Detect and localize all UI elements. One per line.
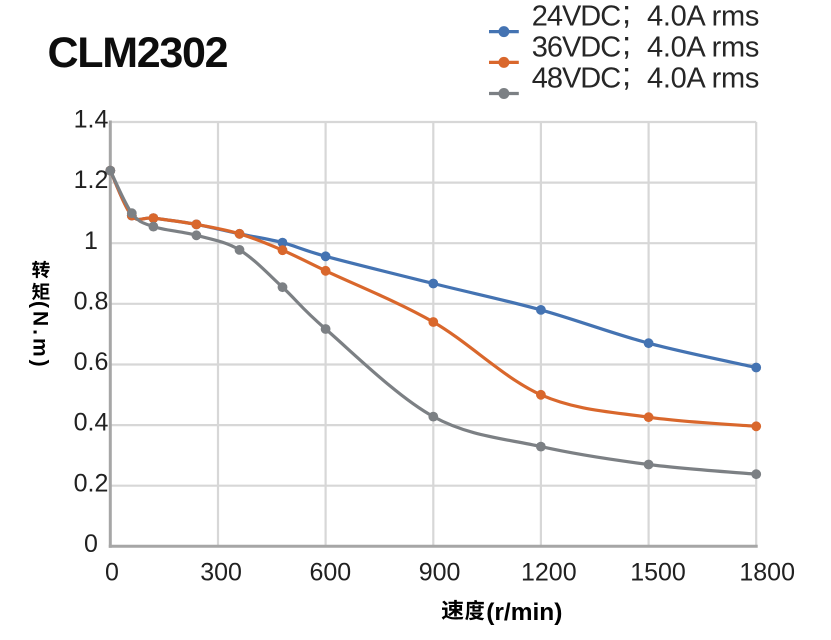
svg-text:4.0A rms: 4.0A rms xyxy=(647,31,759,63)
svg-text:(r/min): (r/min) xyxy=(486,599,562,626)
svg-text:4.0A rms: 4.0A rms xyxy=(647,0,759,32)
svg-text:1500: 1500 xyxy=(630,558,686,586)
svg-text:4.0A rms: 4.0A rms xyxy=(647,62,759,94)
svg-text:600: 600 xyxy=(309,558,351,586)
svg-text:0: 0 xyxy=(105,558,119,586)
svg-text:300: 300 xyxy=(200,558,242,586)
svg-text:1.4: 1.4 xyxy=(74,106,109,134)
svg-text:1: 1 xyxy=(84,227,98,255)
svg-text:;: ; xyxy=(622,0,630,30)
svg-text:36VDC: 36VDC xyxy=(532,31,621,63)
svg-text:24VDC: 24VDC xyxy=(532,0,621,32)
svg-text:CLM2302: CLM2302 xyxy=(48,29,228,77)
svg-text:;: ; xyxy=(622,55,630,92)
svg-text:900: 900 xyxy=(419,558,461,586)
svg-text:48VDC: 48VDC xyxy=(532,62,621,94)
svg-text:0.2: 0.2 xyxy=(74,469,109,497)
svg-text:1.2: 1.2 xyxy=(74,166,109,194)
svg-text:1200: 1200 xyxy=(521,558,577,586)
svg-text:0.4: 0.4 xyxy=(74,409,109,437)
svg-text:1800: 1800 xyxy=(739,558,795,586)
svg-text:0.6: 0.6 xyxy=(74,348,109,376)
svg-text:0: 0 xyxy=(84,530,98,558)
svg-text:0.8: 0.8 xyxy=(74,287,109,315)
svg-text:;: ; xyxy=(622,24,630,61)
svg-text:(N.m): (N.m) xyxy=(29,301,52,370)
